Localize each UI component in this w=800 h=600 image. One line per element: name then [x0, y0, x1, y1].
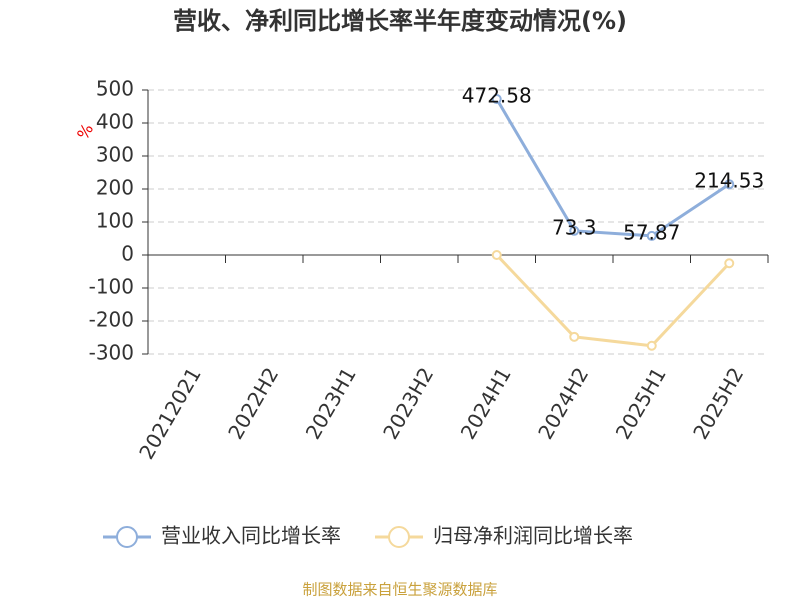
x-tick-label: 2023H2	[378, 363, 438, 443]
legend-label: 营业收入同比增长率	[161, 524, 341, 548]
series-line	[495, 253, 731, 348]
x-tick-label: 2022H2	[223, 363, 283, 443]
y-axis-label: %	[73, 120, 97, 143]
y-tick-label: -300	[89, 341, 134, 365]
data-point	[569, 331, 580, 342]
data-label: 472.58	[462, 84, 532, 108]
chart-title: 营收、净利同比增长率半年度变动情况(%)	[173, 7, 627, 35]
y-tick-label: -100	[89, 275, 134, 299]
data-point	[724, 258, 735, 269]
x-tick-label: 2024H2	[533, 363, 593, 443]
y-tick-label: 500	[96, 77, 134, 101]
data-point	[491, 94, 502, 105]
x-tick-label: 20212021	[134, 363, 206, 463]
legend-marker	[388, 526, 410, 548]
series-line	[495, 98, 731, 238]
y-tick-label: 200	[96, 176, 134, 200]
data-label: 57.87	[623, 220, 680, 244]
data-point	[491, 250, 502, 260]
x-tick-label: 2025H1	[611, 363, 671, 443]
data-point	[646, 340, 657, 351]
data-label: 73.3	[552, 215, 597, 239]
legend-marker	[116, 526, 138, 548]
y-tick-label: -200	[89, 308, 134, 332]
x-tick-label: 2025H2	[688, 363, 748, 443]
y-tick-label: 400	[96, 110, 134, 134]
data-point	[724, 179, 735, 190]
data-point	[646, 230, 657, 241]
y-tick-label: 0	[121, 242, 134, 266]
x-tick-label: 2023H1	[301, 363, 361, 443]
data-point	[569, 225, 580, 236]
legend-label: 归母净利润同比增长率	[433, 524, 633, 548]
data-label: 214.53	[694, 169, 764, 193]
y-tick-label: 100	[96, 209, 134, 233]
source-note: 制图数据来自恒生聚源数据库	[302, 581, 497, 599]
y-tick-label: 300	[96, 143, 134, 167]
x-tick-label: 2024H1	[456, 363, 516, 443]
